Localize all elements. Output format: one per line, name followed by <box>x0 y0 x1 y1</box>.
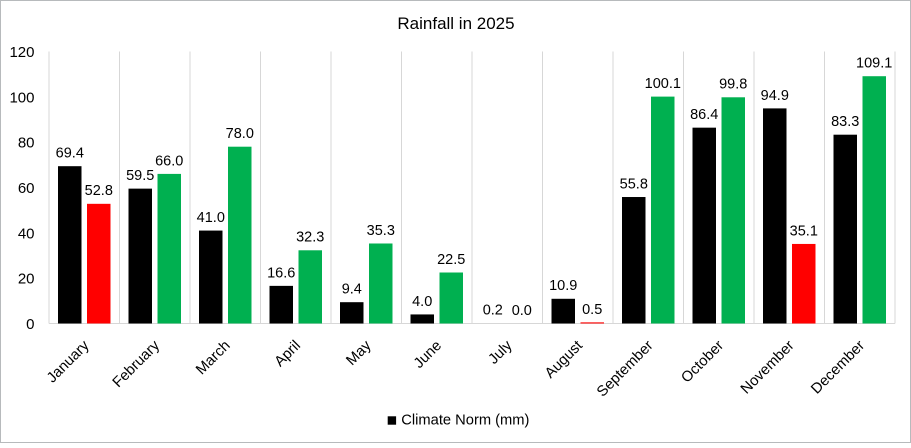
svg-text:86.4: 86.4 <box>690 107 718 123</box>
svg-text:16.6: 16.6 <box>267 265 295 281</box>
svg-text:Climate Norm (mm): Climate Norm (mm) <box>401 413 529 429</box>
svg-text:0.2: 0.2 <box>483 302 503 318</box>
svg-text:4.0: 4.0 <box>412 294 432 310</box>
svg-text:69.4: 69.4 <box>56 146 84 162</box>
svg-text:0.0: 0.0 <box>512 303 532 319</box>
svg-text:59.5: 59.5 <box>126 168 154 184</box>
svg-text:10.9: 10.9 <box>549 278 577 294</box>
svg-text:20: 20 <box>18 271 35 288</box>
svg-text:0: 0 <box>26 316 34 333</box>
svg-text:120: 120 <box>9 44 34 61</box>
svg-text:100: 100 <box>9 89 34 106</box>
svg-text:94.9: 94.9 <box>761 88 789 104</box>
svg-text:41.0: 41.0 <box>197 210 225 226</box>
svg-text:55.8: 55.8 <box>620 176 648 192</box>
svg-text:40: 40 <box>18 225 35 242</box>
svg-text:52.8: 52.8 <box>85 183 113 199</box>
svg-text:35.1: 35.1 <box>790 223 818 239</box>
svg-text:80: 80 <box>18 135 35 152</box>
svg-text:100.1: 100.1 <box>645 76 681 92</box>
svg-text:60: 60 <box>18 180 35 197</box>
svg-text:35.3: 35.3 <box>367 223 395 239</box>
svg-text:109.1: 109.1 <box>856 56 892 72</box>
svg-text:66.0: 66.0 <box>155 153 183 169</box>
svg-text:99.8: 99.8 <box>719 77 747 93</box>
svg-text:32.3: 32.3 <box>296 230 324 246</box>
svg-text:0.5: 0.5 <box>582 302 602 318</box>
svg-text:22.5: 22.5 <box>437 252 465 268</box>
svg-text:78.0: 78.0 <box>226 126 254 142</box>
svg-text:Rainfall in 2025: Rainfall in 2025 <box>397 14 514 33</box>
svg-text:9.4: 9.4 <box>342 282 362 298</box>
svg-text:83.3: 83.3 <box>831 114 859 130</box>
